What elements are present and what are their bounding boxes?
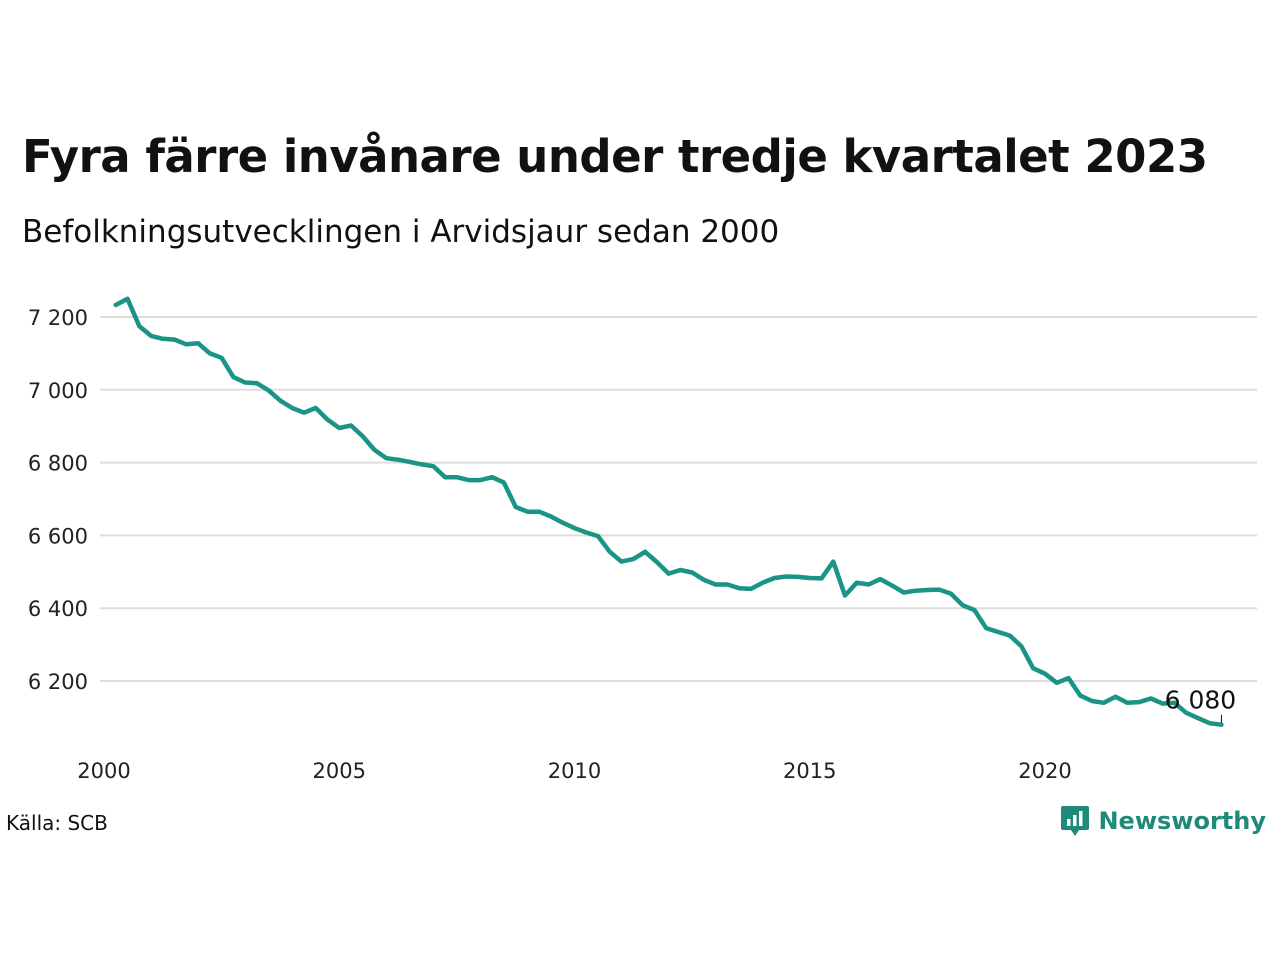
brand-name: Newsworthy [1098, 807, 1266, 835]
x-tick-label: 2000 [77, 759, 130, 783]
x-tick-label: 2010 [548, 759, 601, 783]
y-tick-label: 6 600 [28, 524, 88, 548]
x-axis-ticks: 2000 2005 2010 2015 2020 [77, 759, 1071, 783]
y-tick-label: 6 800 [28, 452, 88, 476]
source-note: Källa: SCB [6, 811, 108, 835]
chart-subtitle: Befolkningsutvecklingen i Arvidsjaur sed… [22, 214, 780, 250]
population-line [113, 296, 1224, 727]
newsworthy-icon [1061, 806, 1090, 836]
x-tick-label: 2020 [1018, 759, 1071, 783]
y-tick-label: 6 200 [28, 670, 88, 694]
y-tick-label: 7 000 [28, 379, 88, 403]
y-tick-label: 7 200 [28, 306, 88, 330]
x-tick-label: 2005 [313, 759, 366, 783]
y-tick-label: 6 400 [28, 597, 88, 621]
x-tick-label: 2015 [783, 759, 836, 783]
newsworthy-logo[interactable]: Newsworthy [1060, 804, 1266, 838]
grid-lines [100, 316, 1257, 682]
end-value-label: 6 080 [1165, 686, 1237, 715]
chart-title: Fyra färre invånare under tredje kvartal… [22, 130, 1208, 183]
y-axis-ticks: 6 200 6 400 6 600 6 800 7 000 7 200 [28, 306, 88, 694]
